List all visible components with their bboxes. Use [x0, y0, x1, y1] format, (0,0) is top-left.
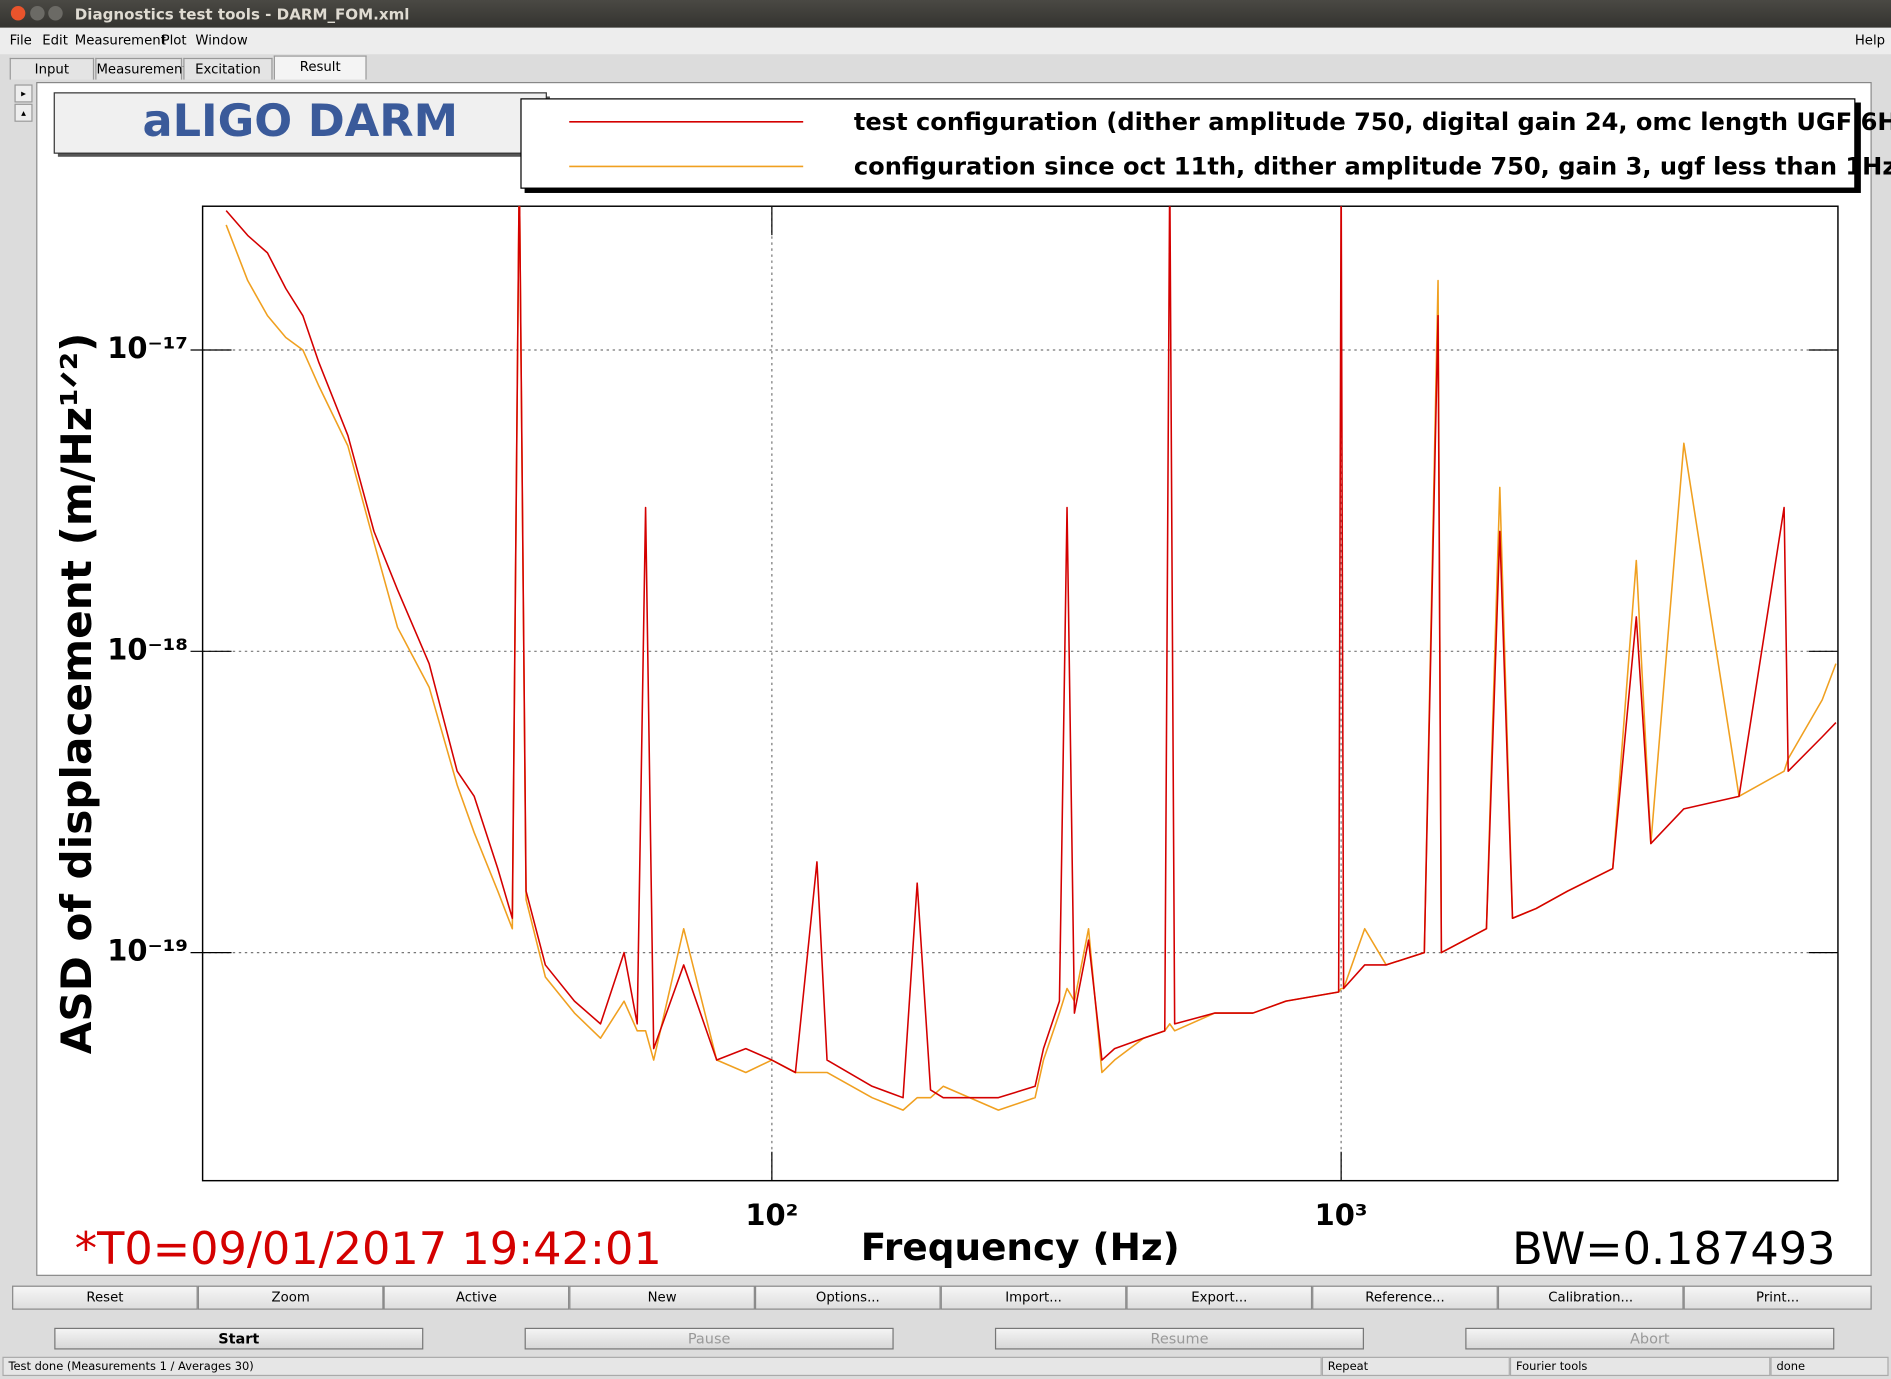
- menu-bar: File Edit Measurement Plot Window Help: [0, 27, 1891, 55]
- button[interactable]: New: [569, 1285, 755, 1310]
- menu-item[interactable]: Help: [1854, 32, 1886, 49]
- y-axis-label: ASD of displacement (m/Hz¹ᐟ²): [52, 333, 101, 1055]
- tab[interactable]: Input: [9, 57, 95, 80]
- chart-title: aLIGO DARM: [143, 95, 459, 147]
- minimize-button[interactable]: [30, 6, 45, 21]
- abort-button[interactable]: Abort: [1465, 1327, 1835, 1350]
- menu-item[interactable]: File: [9, 32, 32, 49]
- title-bar: Diagnostics test tools - DARM_FOM.xml: [0, 0, 1891, 28]
- plot-area: [201, 205, 1839, 1182]
- status-text: Fourier tools: [1509, 1356, 1771, 1377]
- button[interactable]: Export...: [1126, 1285, 1313, 1310]
- menu-item[interactable]: Window: [195, 32, 248, 49]
- tab-active[interactable]: Result: [273, 55, 367, 80]
- tab[interactable]: Measurement: [95, 57, 188, 80]
- y-tick-label: 10⁻¹⁸: [107, 632, 188, 666]
- scroll-button[interactable]: ▴: [14, 103, 33, 122]
- legend-label: configuration since oct 11th, dither amp…: [854, 153, 1891, 181]
- scroll-button[interactable]: ▸: [14, 84, 33, 103]
- button[interactable]: Print...: [1683, 1285, 1872, 1310]
- button[interactable]: Reference...: [1312, 1285, 1498, 1310]
- pause-button[interactable]: Pause: [524, 1327, 894, 1350]
- start-button[interactable]: Start: [54, 1327, 424, 1350]
- tab[interactable]: Excitation: [183, 57, 273, 80]
- button[interactable]: Calibration...: [1497, 1285, 1684, 1310]
- bw-annotation: BW=0.187493: [1512, 1223, 1835, 1275]
- button[interactable]: Zoom: [197, 1285, 384, 1310]
- legend-box: [520, 98, 1856, 189]
- status-text: Test done (Measurements 1 / Averages 30): [2, 1356, 1322, 1377]
- x-tick-label: 10³: [1315, 1198, 1368, 1232]
- legend-label: test configuration (dither amplitude 750…: [854, 108, 1891, 136]
- title-box: [53, 92, 547, 154]
- t0-annotation: *T0=09/01/2017 19:42:01: [75, 1223, 662, 1275]
- menu-item[interactable]: Measurement: [74, 32, 166, 49]
- x-tick-label: 10²: [745, 1198, 798, 1232]
- button[interactable]: Reset: [12, 1285, 198, 1310]
- close-button[interactable]: [10, 6, 26, 21]
- resume-button[interactable]: Resume: [994, 1327, 1364, 1350]
- menu-item[interactable]: Edit: [42, 32, 68, 49]
- button[interactable]: Import...: [940, 1285, 1127, 1310]
- y-tick-label: 10⁻¹⁹: [107, 934, 188, 968]
- x-axis-label: Frequency (Hz): [861, 1225, 1180, 1269]
- y-tick-label: 10⁻¹⁷: [107, 331, 188, 365]
- series-line: [225, 206, 1837, 1099]
- series-line: [225, 206, 1837, 1111]
- status-text: done: [1770, 1356, 1889, 1377]
- button[interactable]: Active: [383, 1285, 570, 1310]
- maximize-button[interactable]: [48, 6, 63, 21]
- status-text: Repeat: [1321, 1356, 1510, 1377]
- button[interactable]: Options...: [754, 1285, 941, 1310]
- lines: [225, 206, 1837, 1111]
- menu-item[interactable]: Plot: [161, 32, 187, 49]
